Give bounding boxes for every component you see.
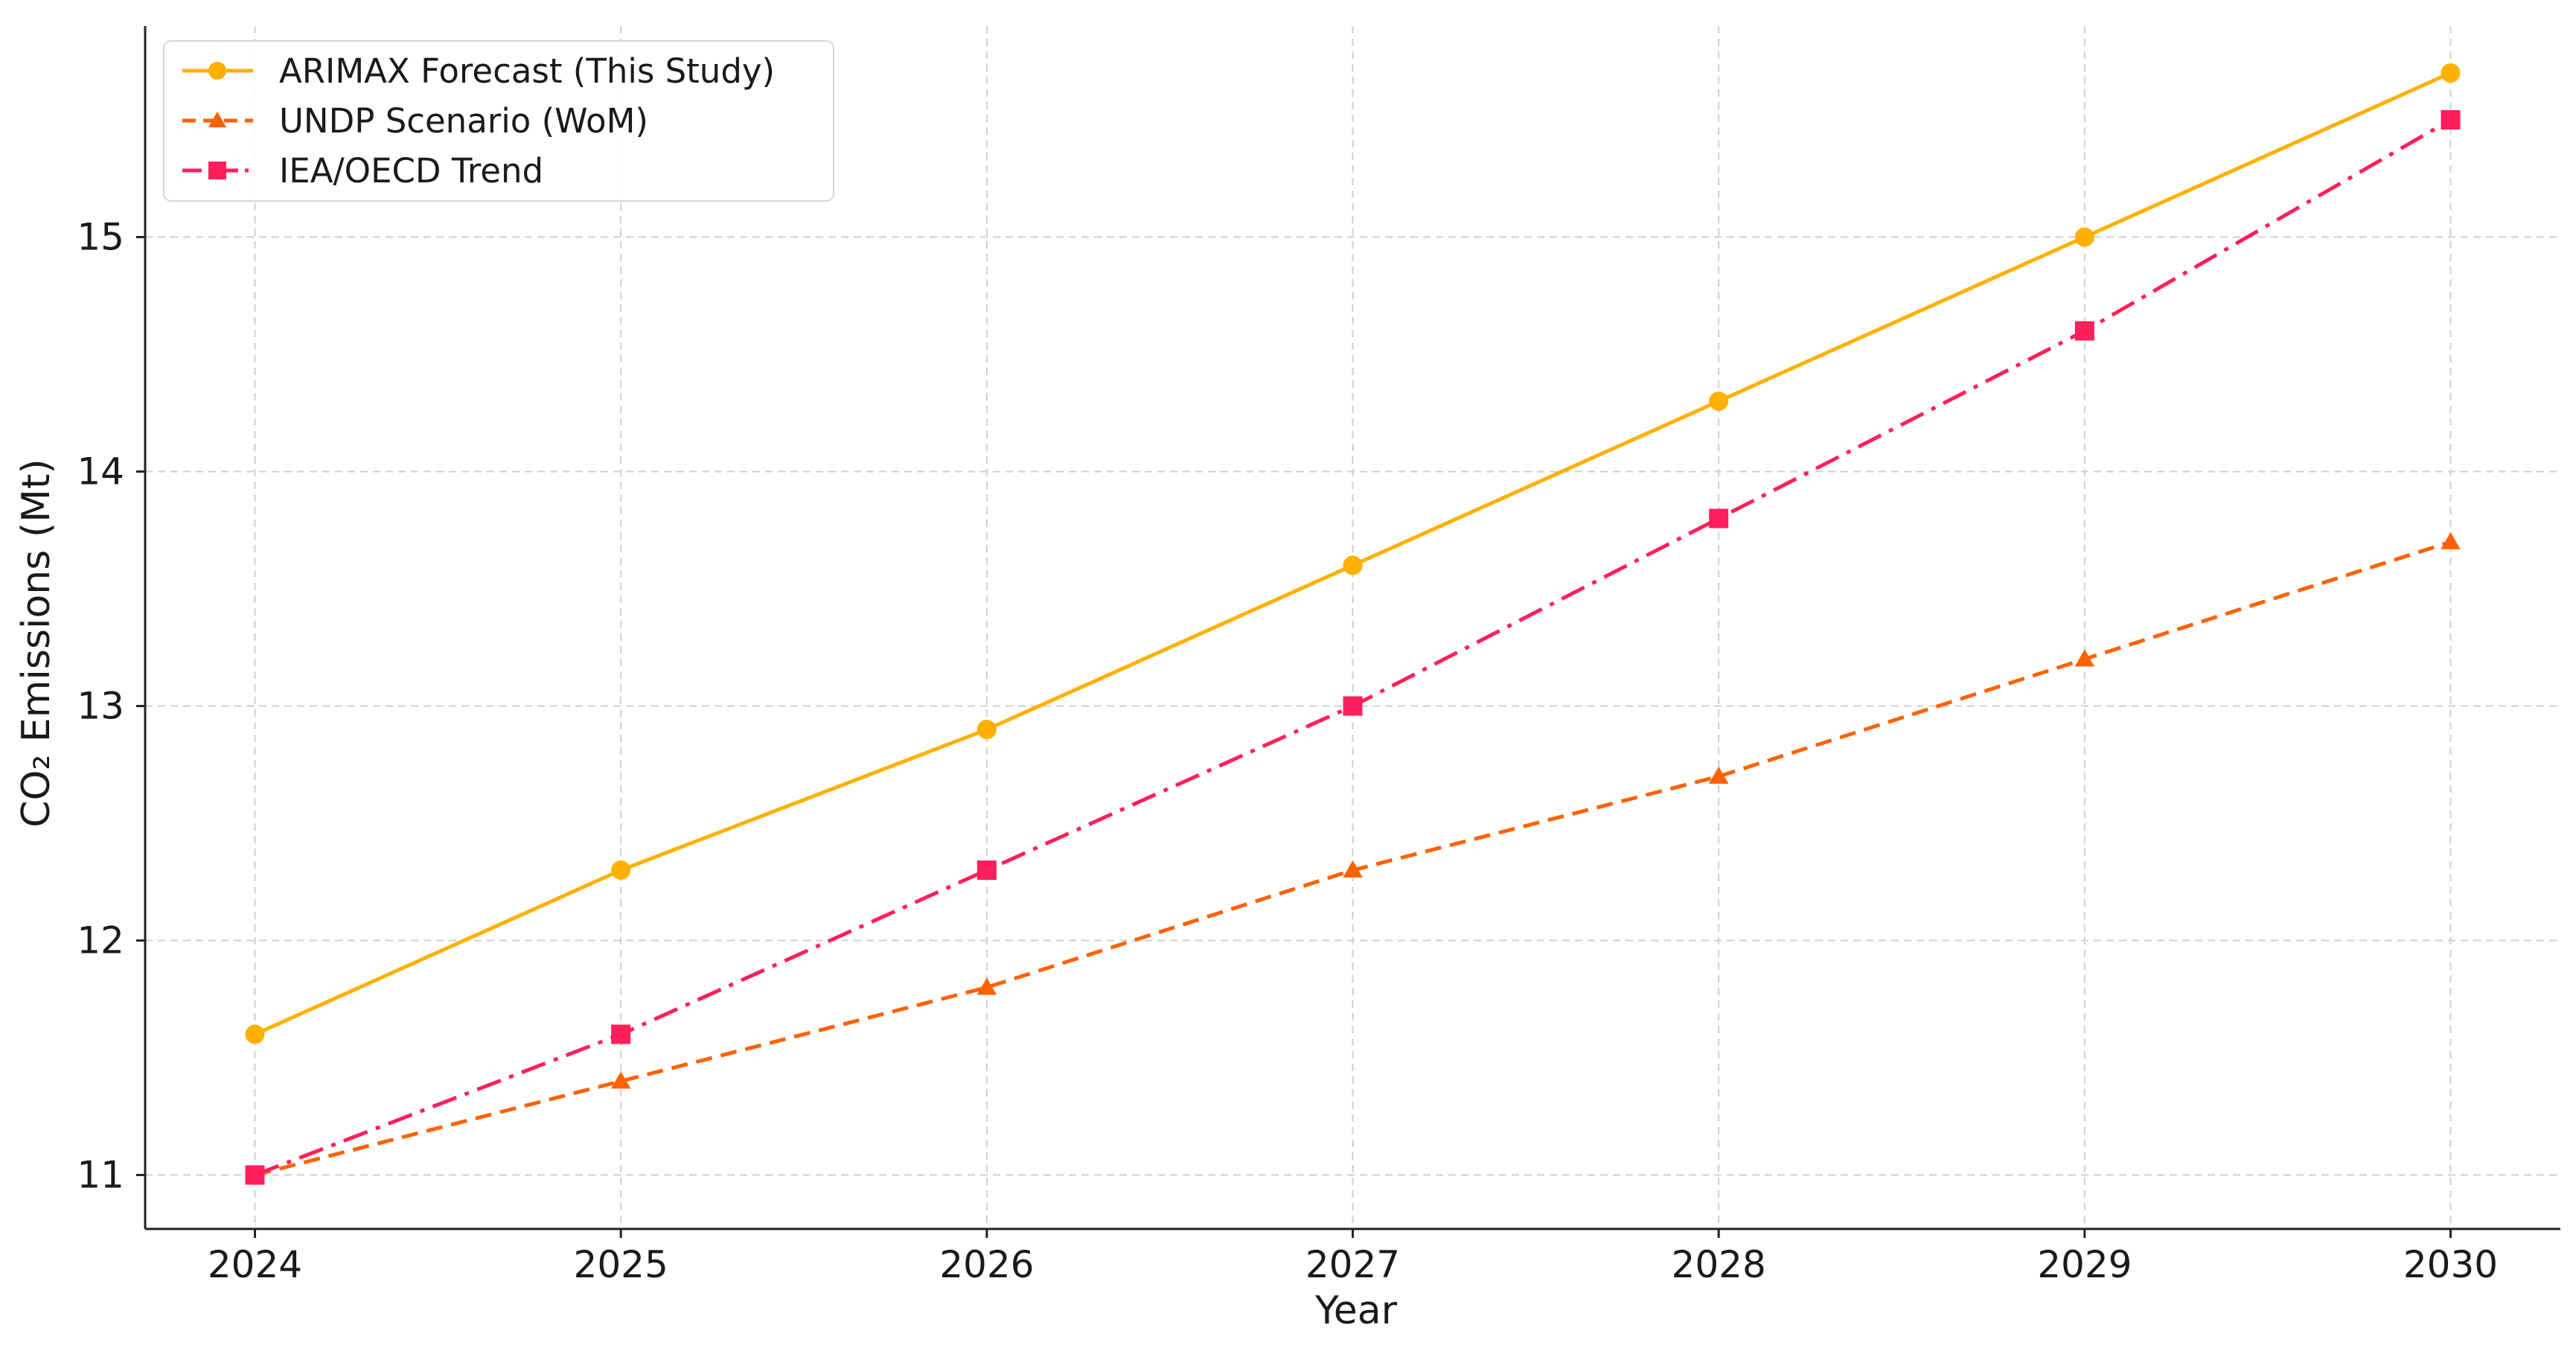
- legend-box: [163, 40, 834, 202]
- y-axis-label: CO₂ Emissions (Mt): [14, 459, 59, 827]
- x-tick-label: 2025: [574, 1243, 668, 1286]
- x-tick-label: 2026: [939, 1243, 1034, 1286]
- data-point: [977, 720, 997, 740]
- grid: [145, 26, 2560, 1229]
- data-point: [1709, 508, 1729, 528]
- legend-item-2: UNDP Scenario (WoM): [182, 101, 648, 141]
- legend: ARIMAX Forecast (This Study) UNDP Scenari…: [163, 40, 834, 202]
- y-tick-label: 13: [77, 685, 124, 728]
- legend-marker-2: [208, 111, 227, 128]
- series-1: [245, 63, 2461, 1044]
- data-point: [610, 1071, 631, 1089]
- series-layer: [245, 63, 2461, 1185]
- data-point: [977, 860, 997, 881]
- x-tick-label: 2030: [2403, 1243, 2498, 1286]
- data-point: [611, 1024, 631, 1044]
- x-tick-label: 2029: [2037, 1243, 2132, 1286]
- axes: [136, 26, 2560, 1238]
- legend-marker-1: [208, 62, 226, 80]
- legend-label-2: UNDP Scenario (WoM): [279, 101, 648, 141]
- legend-label-1: ARIMAX Forecast (This Study): [279, 51, 775, 91]
- data-point: [2074, 649, 2095, 667]
- y-tick-label: 12: [77, 919, 124, 962]
- legend-item-3: IEA/OECD Trend: [182, 151, 543, 191]
- y-tick-label: 14: [77, 450, 124, 494]
- x-tick-label: 2028: [1672, 1243, 1766, 1286]
- data-point: [245, 1024, 265, 1044]
- legend-marker-3: [208, 162, 226, 179]
- data-point: [977, 977, 997, 995]
- series-3: [245, 110, 2461, 1185]
- data-point: [1343, 555, 1363, 575]
- data-point: [245, 1165, 265, 1185]
- data-point: [2441, 531, 2461, 549]
- data-point: [1708, 766, 1729, 784]
- data-point: [611, 860, 631, 881]
- legend-item-1: ARIMAX Forecast (This Study): [182, 51, 775, 91]
- y-tick-label: 11: [77, 1154, 124, 1197]
- tick-labels: 2024 2025 2026 2027 2028 2029 2030 11 12 13 14 15: [77, 216, 2498, 1286]
- data-point: [2074, 227, 2094, 247]
- series-2: [245, 531, 2461, 1183]
- data-point: [2441, 110, 2461, 130]
- data-point: [1343, 696, 1363, 716]
- data-point: [2074, 321, 2094, 341]
- data-point: [2441, 63, 2461, 83]
- x-tick-label: 2027: [1305, 1243, 1400, 1286]
- x-axis-label: Year: [1314, 1288, 1398, 1333]
- y-tick-label: 15: [77, 216, 124, 259]
- x-tick-label: 2024: [208, 1243, 302, 1286]
- data-point: [1343, 860, 1363, 878]
- data-point: [1709, 392, 1729, 412]
- legend-label-3: IEA/OECD Trend: [279, 151, 543, 191]
